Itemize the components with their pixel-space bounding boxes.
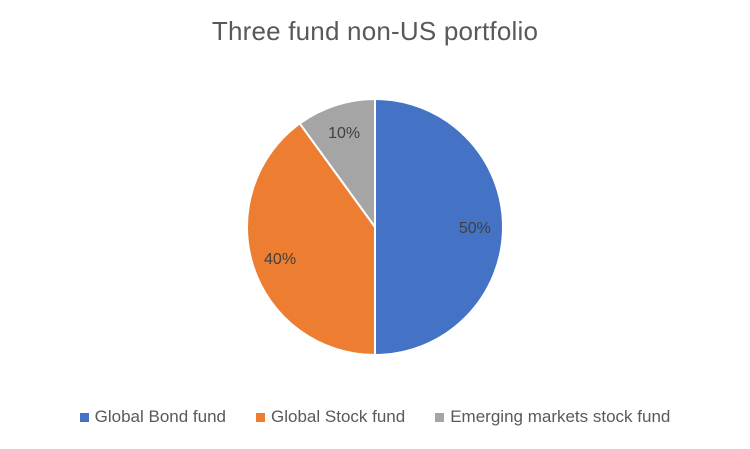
data-label-emerging-markets-stock-fund: 10% [328, 125, 360, 142]
legend-item-global-stock-fund: Global Stock fund [256, 407, 405, 427]
chart-title: Three fund non-US portfolio [211, 16, 539, 46]
legend: Global Bond fund Global Stock fund Emerg… [0, 407, 750, 427]
legend-swatch [256, 412, 266, 422]
data-label-global-bond-fund: 50% [459, 220, 491, 237]
pie-slice-global-bond-fund [374, 98, 504, 356]
legend-label: Global Bond fund [94, 407, 227, 426]
legend-swatch [435, 412, 445, 422]
pie-slice-global-stock-fund [246, 122, 376, 356]
data-label-global-stock-fund: 40% [264, 251, 296, 268]
legend-swatch [79, 412, 89, 422]
legend-item-global-bond-fund: Global Bond fund [79, 407, 227, 427]
legend-label: Emerging markets stock fund [450, 407, 671, 426]
legend-label: Global Stock fund [271, 407, 406, 426]
legend-item-emerging-markets-stock-fund: Emerging markets stock fund [435, 407, 670, 427]
pie-slice-emerging-markets-stock-fund [298, 98, 376, 228]
